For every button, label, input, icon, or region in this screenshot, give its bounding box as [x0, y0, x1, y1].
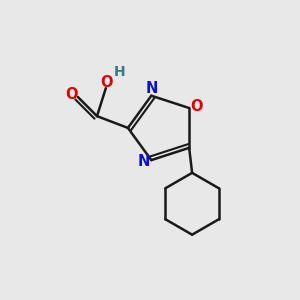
Text: H: H [113, 65, 125, 79]
Text: N: N [145, 81, 158, 96]
Text: O: O [100, 75, 113, 90]
Text: O: O [190, 99, 203, 114]
Text: O: O [65, 87, 78, 102]
Text: N: N [138, 154, 150, 169]
